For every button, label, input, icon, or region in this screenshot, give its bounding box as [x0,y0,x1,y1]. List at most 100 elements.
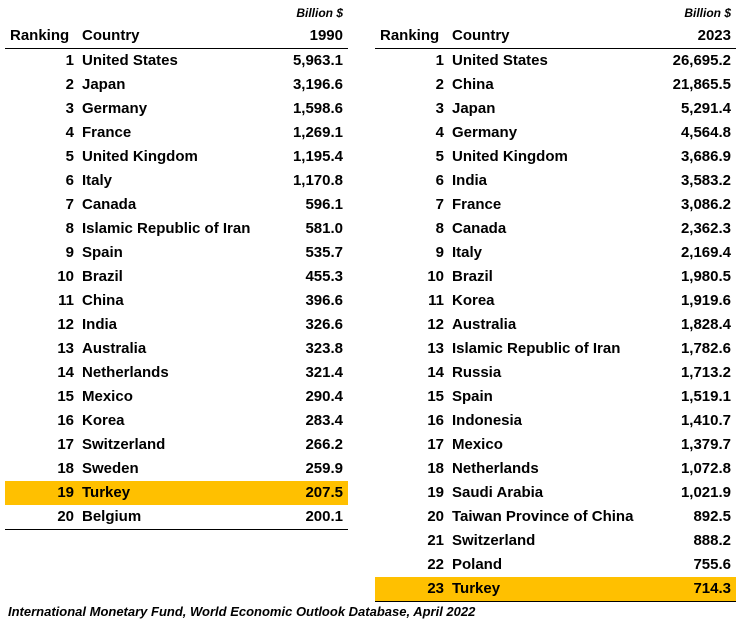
rank-cell: 8 [65,220,74,237]
value-cell: 892.5 [693,508,731,525]
country-cell: Mexico [452,436,503,453]
table-row: 4 Germany 4,564.8 [375,121,736,145]
rank-cell: 3 [65,100,74,117]
country-cell: Switzerland [82,436,166,453]
value-cell: 26,695.2 [672,52,731,69]
table-row: 3 Germany 1,598.6 [5,97,348,121]
country-cell: Islamic Republic of Iran [82,220,251,237]
country-cell: Netherlands [452,460,539,477]
country-cell: Poland [452,556,503,573]
value-cell: 266.2 [305,436,343,453]
country-cell: Turkey [452,580,501,597]
rank-cell: 5 [65,148,74,165]
table-row: 9 Spain 535.7 [5,241,348,265]
country-cell: France [82,124,132,141]
value-cell: 321.4 [305,364,343,381]
country-cell: Sweden [82,460,139,477]
rank-cell: 11 [58,292,74,309]
table-row: 15 Mexico 290.4 [5,385,348,409]
rank-cell: 22 [427,556,444,573]
country-cell: Canada [82,196,137,213]
rank-cell: 6 [65,172,74,189]
rank-cell: 16 [427,412,444,429]
table-row: 1 United States 26,695.2 [375,49,736,73]
country-cell: India [452,172,488,189]
table-row: 23 Turkey 714.3 [375,577,736,602]
country-cell: India [82,316,118,333]
value-cell: 1,828.4 [680,316,731,333]
country-cell: Australia [452,316,517,333]
value-cell: 396.6 [305,292,343,309]
rank-cell: 4 [435,124,444,141]
country-cell: Germany [452,124,518,141]
table-row: 11 China 396.6 [5,289,348,313]
rank-cell: 20 [427,508,444,525]
table-row: 15 Spain 1,519.1 [375,385,736,409]
table-row: 20 Belgium 200.1 [5,505,348,530]
table-row: 13 Islamic Republic of Iran 1,782.6 [375,337,736,361]
table-row: 18 Netherlands 1,072.8 [375,457,736,481]
rank-cell: 17 [57,436,74,453]
value-cell: 259.9 [305,460,343,477]
value-cell: 1,021.9 [680,484,731,501]
rank-cell: 15 [57,388,74,405]
table-body: 1 United States 26,695.2 2 China 21,865.5 3 Jap… [375,49,736,602]
value-cell: 755.6 [693,556,731,573]
rank-cell: 1 [65,52,74,69]
value-cell: 888.2 [693,532,731,549]
country-cell: Canada [452,220,507,237]
table-header-row: Ranking Country 2023 [375,24,736,49]
country-cell: Australia [82,340,147,357]
country-cell: Belgium [82,508,142,525]
rank-cell: 23 [427,580,444,597]
table-row: 12 Australia 1,828.4 [375,313,736,337]
rank-cell: 9 [65,244,74,261]
value-cell: 2,169.4 [680,244,731,261]
table-row: 14 Russia 1,713.2 [375,361,736,385]
country-cell: Saudi Arabia [452,484,544,501]
value-cell: 283.4 [305,412,343,429]
table-row: 3 Japan 5,291.4 [375,97,736,121]
table-row: 8 Canada 2,362.3 [375,217,736,241]
country-cell: China [82,292,124,309]
table-row: 13 Australia 323.8 [5,337,348,361]
header-ranking: Ranking [380,27,440,44]
value-cell: 1,519.1 [680,388,731,405]
table-row: 19 Turkey 207.5 [5,481,348,505]
country-cell: Netherlands [82,364,169,381]
value-cell: 4,564.8 [680,124,731,141]
country-cell: Brazil [82,268,123,285]
table-row: 11 Korea 1,919.6 [375,289,736,313]
value-cell: 5,963.1 [292,52,343,69]
header-country: Country [452,27,510,44]
value-cell: 1,269.1 [292,124,343,141]
table-row: 16 Indonesia 1,410.7 [375,409,736,433]
value-cell: 714.3 [693,580,731,597]
rank-cell: 4 [65,124,74,141]
value-cell: 3,086.2 [680,196,731,213]
rank-cell: 14 [427,364,444,381]
table-row: 14 Netherlands 321.4 [5,361,348,385]
table-row: 20 Taiwan Province of China 892.5 [375,505,736,529]
country-cell: Indonesia [452,412,523,429]
gdp-table-1990: Billion $ Ranking Country 1990 1 United S… [5,0,348,530]
header-year: 2023 [697,27,731,44]
country-cell: Spain [82,244,123,261]
value-cell: 21,865.5 [672,76,731,93]
rank-cell: 6 [435,172,444,189]
unit-label: Billion $ [296,6,343,20]
rank-cell: 2 [65,76,74,93]
value-cell: 326.6 [305,316,343,333]
rank-cell: 10 [57,268,74,285]
value-cell: 581.0 [305,220,343,237]
value-cell: 1,195.4 [292,148,343,165]
table-body: 1 United States 5,963.1 2 Japan 3,196.6 3 Germa… [5,49,348,530]
value-cell: 3,583.2 [680,172,731,189]
table-row: 7 France 3,086.2 [375,193,736,217]
country-cell: Mexico [82,388,133,405]
value-cell: 455.3 [305,268,343,285]
table-row: 4 France 1,269.1 [5,121,348,145]
value-cell: 1,410.7 [680,412,731,429]
table-header-row: Ranking Country 1990 [5,24,348,49]
country-cell: Taiwan Province of China [452,508,634,525]
